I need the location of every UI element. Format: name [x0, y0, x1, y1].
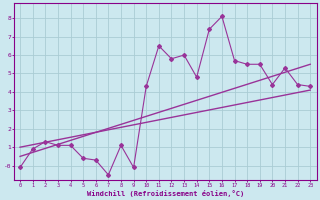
- X-axis label: Windchill (Refroidissement éolien,°C): Windchill (Refroidissement éolien,°C): [86, 190, 244, 197]
